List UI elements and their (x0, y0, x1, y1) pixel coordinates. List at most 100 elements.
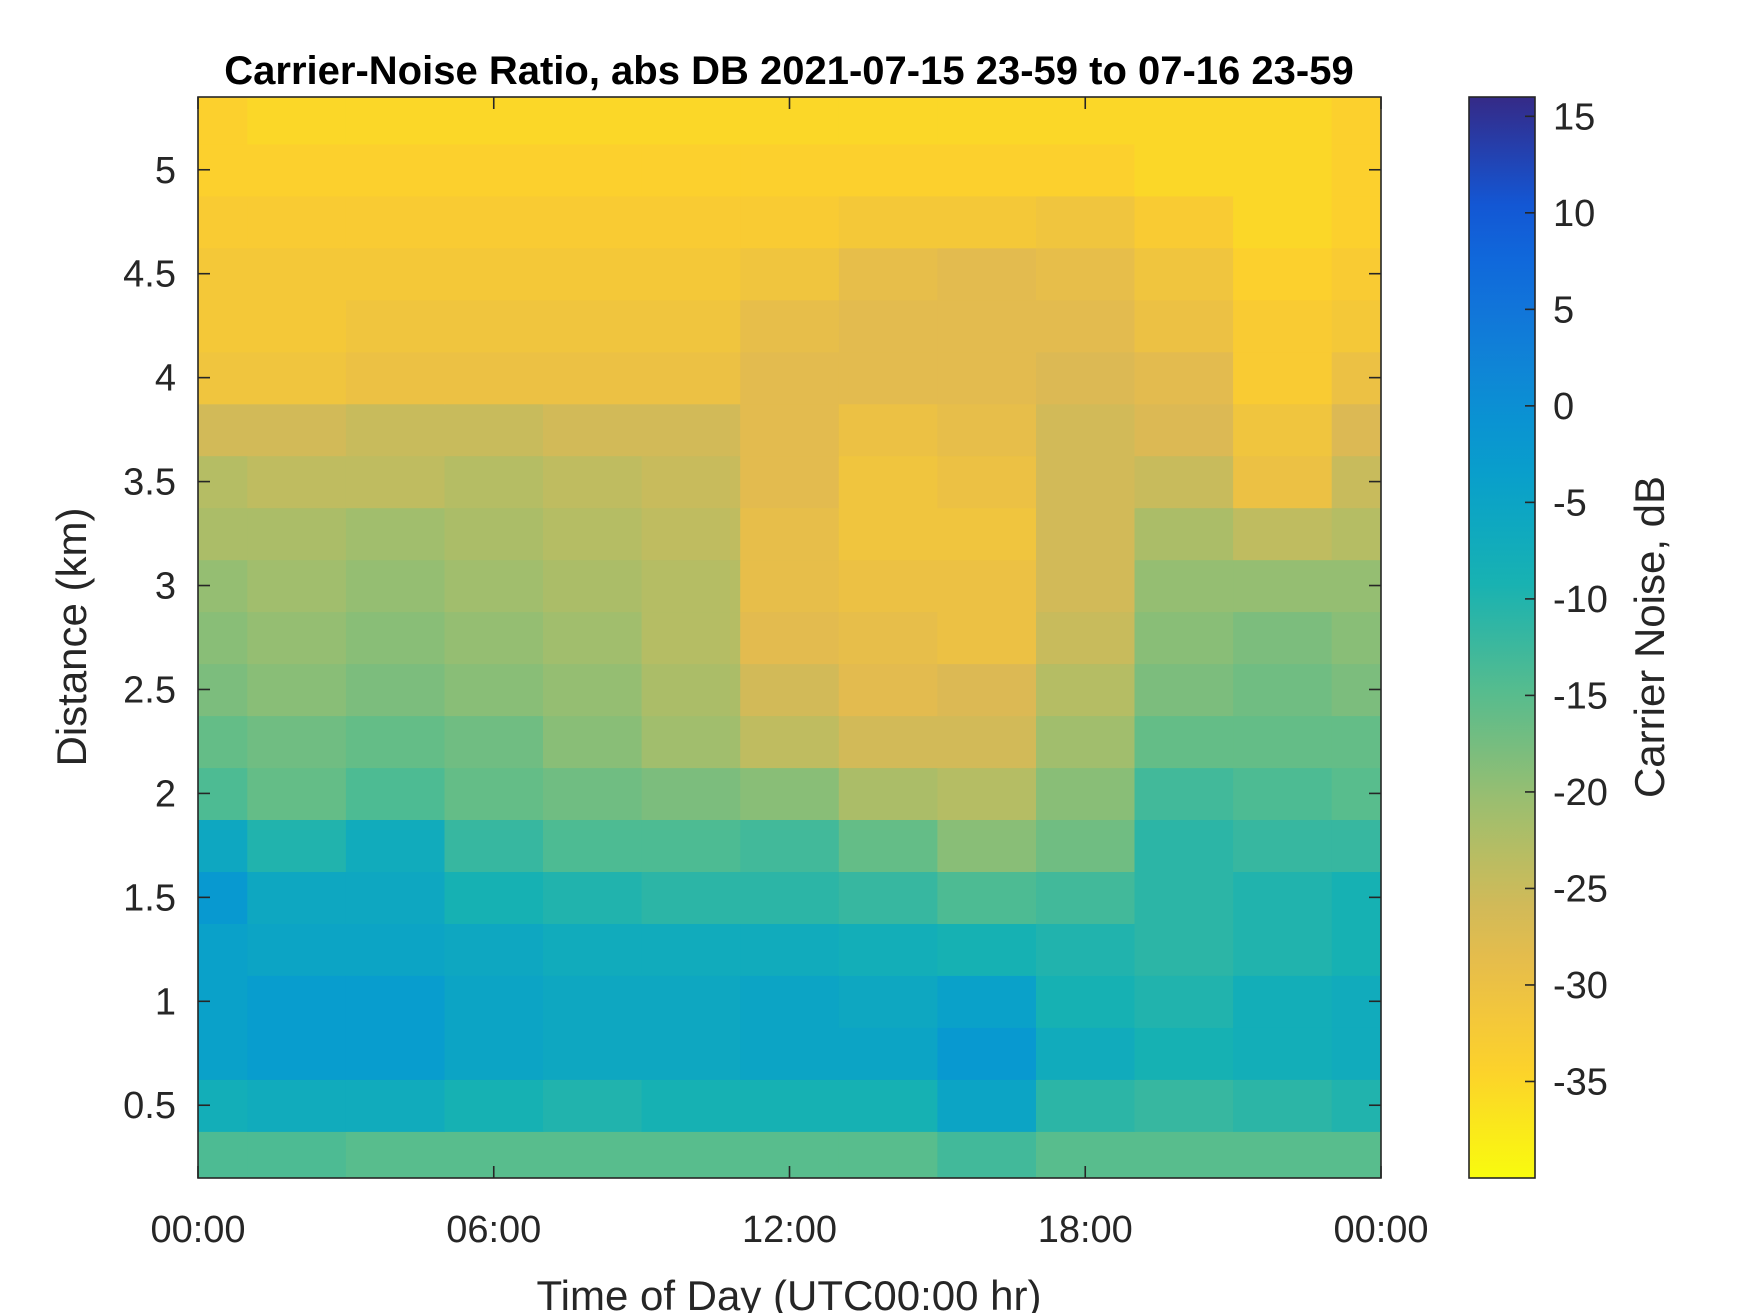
heatmap-cell (740, 403, 840, 457)
colorbar-label: Carrier Noise, dB (1626, 476, 1673, 798)
heatmap-cell (345, 455, 446, 509)
heatmap-cell (838, 97, 938, 145)
heatmap-cell (247, 143, 347, 197)
heatmap-cell (198, 299, 248, 353)
heatmap-cell (1233, 1079, 1333, 1132)
heatmap-cell (838, 611, 938, 665)
heatmap-cell (1233, 871, 1333, 924)
heatmap-cell (1134, 975, 1234, 1028)
heatmap-cell (345, 923, 446, 976)
heatmap-cell (641, 507, 741, 561)
x-tick-label: 06:00 (446, 1209, 541, 1251)
heatmap-cell (1233, 195, 1333, 249)
heatmap-cell (345, 975, 446, 1028)
heatmap-cell (543, 1079, 643, 1132)
heatmap-cell (1134, 403, 1234, 457)
heatmap-cell (937, 663, 1037, 717)
heatmap-cell (1036, 871, 1136, 924)
heatmap-cell (198, 97, 248, 145)
heatmap-cell (198, 611, 248, 665)
heatmap-cell (543, 247, 643, 301)
heatmap-cell (444, 819, 544, 872)
heatmap-cell (641, 871, 741, 924)
heatmap-cell (543, 819, 643, 872)
heatmap-cell (444, 299, 544, 353)
heatmap-cell (345, 1079, 446, 1132)
heatmap-cell (1036, 819, 1136, 872)
heatmap-cell (937, 819, 1037, 872)
heatmap-cell (641, 923, 741, 976)
colorbar-tick-label: -15 (1553, 675, 1608, 717)
heatmap-cell (444, 455, 544, 509)
heatmap-cell (1134, 455, 1234, 509)
heatmap-cell (641, 611, 741, 665)
heatmap-cell (1331, 97, 1381, 145)
heatmap-cell (838, 507, 938, 561)
heatmap-cell (1036, 923, 1136, 976)
heatmap-cell (247, 97, 347, 145)
heatmap-cell (1233, 611, 1333, 665)
heatmap-cell (1036, 715, 1136, 769)
heatmap-cell (838, 559, 938, 613)
heatmap-cell (838, 351, 938, 405)
heatmap-cell (543, 715, 643, 769)
heatmap-cell (198, 715, 248, 769)
heatmap-cell (247, 247, 347, 301)
heatmap-cell (641, 559, 741, 613)
heatmap-cell (1233, 975, 1333, 1028)
heatmap-cell (937, 767, 1037, 820)
heatmap-cell (937, 507, 1037, 561)
heatmap-cell (543, 871, 643, 924)
heatmap-cell (641, 455, 741, 509)
heatmap-cell (838, 1131, 938, 1178)
heatmap-cell (345, 559, 446, 613)
heatmap-cell (444, 1079, 544, 1132)
y-tick-label: 0.5 (123, 1085, 176, 1127)
heatmap-cell (937, 143, 1037, 197)
heatmap-cell (937, 871, 1037, 924)
heatmap-cell (345, 1131, 446, 1178)
heatmap-cell (641, 819, 741, 872)
heatmap-cell (444, 663, 544, 717)
colorbar-tick-label: -10 (1553, 579, 1608, 621)
heatmap-cell (641, 247, 741, 301)
heatmap-cells (198, 97, 1381, 1178)
heatmap-cell (937, 1079, 1037, 1132)
heatmap-cell (198, 195, 248, 249)
heatmap-cell (1036, 507, 1136, 561)
heatmap-cell (1331, 611, 1381, 665)
heatmap-cell (444, 403, 544, 457)
heatmap-cell (543, 507, 643, 561)
heatmap-cell (247, 819, 347, 872)
y-tick-label: 1 (155, 981, 176, 1023)
heatmap-cell (1134, 611, 1234, 665)
heatmap-cell (444, 195, 544, 249)
heatmap-cell (937, 455, 1037, 509)
y-tick-label: 3.5 (123, 462, 176, 504)
heatmap-cell (740, 923, 840, 976)
heatmap-cell (444, 559, 544, 613)
heatmap-cell (1134, 1131, 1234, 1178)
heatmap-cell (345, 247, 446, 301)
heatmap-cell (740, 1027, 840, 1080)
heatmap-cell (937, 559, 1037, 613)
heatmap-cell (838, 195, 938, 249)
colorbar-tick-label: -35 (1553, 1061, 1608, 1103)
heatmap-cell (740, 559, 840, 613)
heatmap-cell (247, 1131, 347, 1178)
heatmap-cell (247, 299, 347, 353)
heatmap-cell (1331, 299, 1381, 353)
heatmap-cell (740, 351, 840, 405)
heatmap-cell (345, 715, 446, 769)
y-tick-label: 1.5 (123, 877, 176, 919)
heatmap-cell (345, 403, 446, 457)
heatmap-cell (1134, 143, 1234, 197)
heatmap-cell (1134, 299, 1234, 353)
heatmap-cell (1036, 195, 1136, 249)
heatmap-cell (345, 611, 446, 665)
heatmap-cell (838, 663, 938, 717)
heatmap-cell (247, 975, 347, 1028)
heatmap-cell (247, 923, 347, 976)
heatmap-cell (641, 403, 741, 457)
heatmap-cell (444, 871, 544, 924)
